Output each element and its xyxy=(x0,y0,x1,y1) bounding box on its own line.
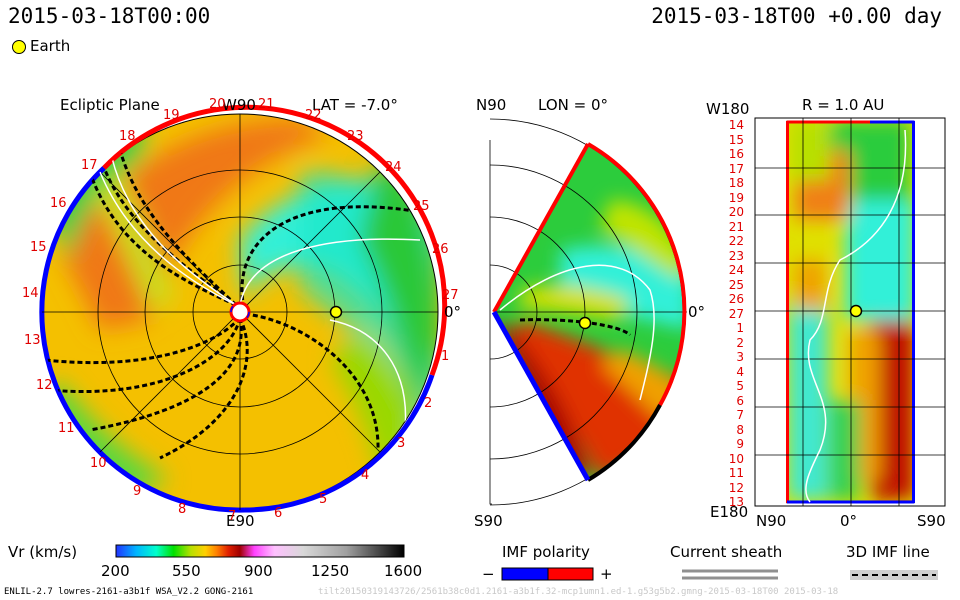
earth-marker-shell xyxy=(849,304,863,318)
carrington-label: 27 xyxy=(442,288,459,303)
colorbar-tick: 900 xyxy=(244,562,273,580)
shell-y-label: 16 xyxy=(728,147,744,161)
shell-y-label: 25 xyxy=(728,277,744,292)
colorbar-label: Vr (km/s) xyxy=(8,543,78,561)
shell-x-label: S90 xyxy=(917,512,946,530)
current-sheath-symbol xyxy=(682,569,778,580)
earth-marker-meridional xyxy=(578,316,592,330)
shell-y-label: 3 xyxy=(736,350,744,364)
carrington-label: 4 xyxy=(361,468,370,483)
shell-y-label: 22 xyxy=(728,234,744,248)
carrington-label: 25 xyxy=(413,199,430,214)
shell-y-label: 23 xyxy=(728,248,744,263)
ecliptic-disk xyxy=(39,104,448,513)
shell-y-label: 7 xyxy=(736,408,744,422)
shell-y-label: 11 xyxy=(728,466,744,480)
carrington-label: 7 xyxy=(228,509,237,524)
carrington-label: 1 xyxy=(441,349,450,364)
colorbar-tick: 200 xyxy=(101,562,130,580)
shell-y-label: 17 xyxy=(728,161,744,176)
meridional-top-label: N90 xyxy=(476,96,507,114)
shell-title: R = 1.0 AU xyxy=(802,96,885,114)
carrington-label: 13 xyxy=(24,333,41,348)
carrington-label: 24 xyxy=(385,160,402,175)
imf-minus-label: − xyxy=(482,565,495,583)
shell-y-label: 24 xyxy=(728,263,744,277)
colorbar-tick: 550 xyxy=(172,562,201,580)
carrington-label: 8 xyxy=(178,502,187,517)
shell-y-label: 27 xyxy=(728,306,744,321)
carrington-label: 23 xyxy=(347,129,364,144)
carrington-label: 9 xyxy=(133,484,142,499)
shell-y-label: 8 xyxy=(736,422,744,437)
ecliptic-right-label: 0° xyxy=(444,303,462,321)
current-sheath-title: Current sheath xyxy=(670,543,783,561)
shell-y-label: 2 xyxy=(736,335,744,350)
ecliptic-title: Ecliptic Plane xyxy=(60,96,160,114)
carrington-label: 17 xyxy=(81,158,98,173)
meridional-wedge xyxy=(489,118,687,506)
carrington-label: 20 xyxy=(209,97,226,112)
velocity-colorbar xyxy=(115,544,405,558)
shell-y-label: 9 xyxy=(736,437,744,451)
carrington-label: 26 xyxy=(432,242,449,257)
imf-polarity-bar xyxy=(501,567,594,581)
shell-y-label: 14 xyxy=(728,118,744,132)
timestamp-left: 2015-03-18T00:00 xyxy=(8,4,211,28)
shell-top-left-label: W180 xyxy=(706,100,750,118)
ecliptic-lat-label: LAT = -7.0° xyxy=(312,96,398,114)
shell-y-label: 20 xyxy=(728,205,744,219)
ecliptic-top-label: W90 xyxy=(222,96,256,114)
carrington-label: 15 xyxy=(30,240,47,255)
carrington-label: 10 xyxy=(90,456,107,471)
shell-y-label: 6 xyxy=(736,393,744,408)
shell-bottom-left-label: E180 xyxy=(710,503,749,521)
carrington-label: 11 xyxy=(58,421,75,436)
shell-y-label: 1 xyxy=(736,321,744,335)
carrington-label: 21 xyxy=(258,97,275,112)
carrington-label: 18 xyxy=(119,129,136,144)
carrington-label: 19 xyxy=(163,108,180,123)
colorbar-tick: 1600 xyxy=(384,562,423,580)
shell-y-label: 4 xyxy=(736,364,744,379)
earth-legend-label: Earth xyxy=(30,37,71,55)
carrington-label: 6 xyxy=(274,506,283,521)
shell-y-label: 18 xyxy=(728,176,744,190)
meridional-right-label: 0° xyxy=(688,303,706,321)
imf-plus-label: + xyxy=(600,565,613,583)
shell-y-label: 10 xyxy=(728,451,744,466)
ecliptic-bottom-label: E90 xyxy=(226,512,255,530)
shell-y-label: 19 xyxy=(728,190,744,205)
shell-y-label: 13 xyxy=(728,495,744,509)
timestamp-right: 2015-03-18T00 +0.00 day xyxy=(651,4,942,28)
carrington-label: 12 xyxy=(36,378,53,393)
shell-y-label: 15 xyxy=(728,132,744,147)
carrington-label: 22 xyxy=(305,108,322,123)
carrington-label: 3 xyxy=(397,436,406,451)
shell-map xyxy=(754,117,946,507)
meridional-lon-label: LON = 0° xyxy=(538,96,608,114)
earth-marker-ecliptic xyxy=(329,305,343,319)
shell-y-label: 12 xyxy=(728,480,744,495)
meridional-bottom-label: S90 xyxy=(474,512,503,530)
footer-right: tilt20150319143726/2561b38c0d1.2161-a3b1… xyxy=(318,587,839,597)
earth-marker-icon xyxy=(12,40,26,54)
shell-y-label: 26 xyxy=(728,292,744,306)
imf3d-line-symbol xyxy=(850,570,938,580)
carrington-label: 5 xyxy=(319,492,328,507)
carrington-label: 2 xyxy=(424,396,433,411)
shell-y-label: 21 xyxy=(728,219,744,234)
footer-left: ENLIL-2.7 lowres-2161-a3b1f WSA_V2.2 GON… xyxy=(4,587,254,597)
carrington-label: 14 xyxy=(22,286,39,301)
imf3d-title: 3D IMF line xyxy=(846,543,930,561)
shell-x-label: 0° xyxy=(840,512,858,530)
carrington-label: 16 xyxy=(50,196,67,211)
shell-y-label: 5 xyxy=(736,379,744,393)
colorbar-tick: 1250 xyxy=(311,562,350,580)
shell-x-label: N90 xyxy=(756,512,787,530)
imf-polarity-title: IMF polarity xyxy=(502,543,590,561)
